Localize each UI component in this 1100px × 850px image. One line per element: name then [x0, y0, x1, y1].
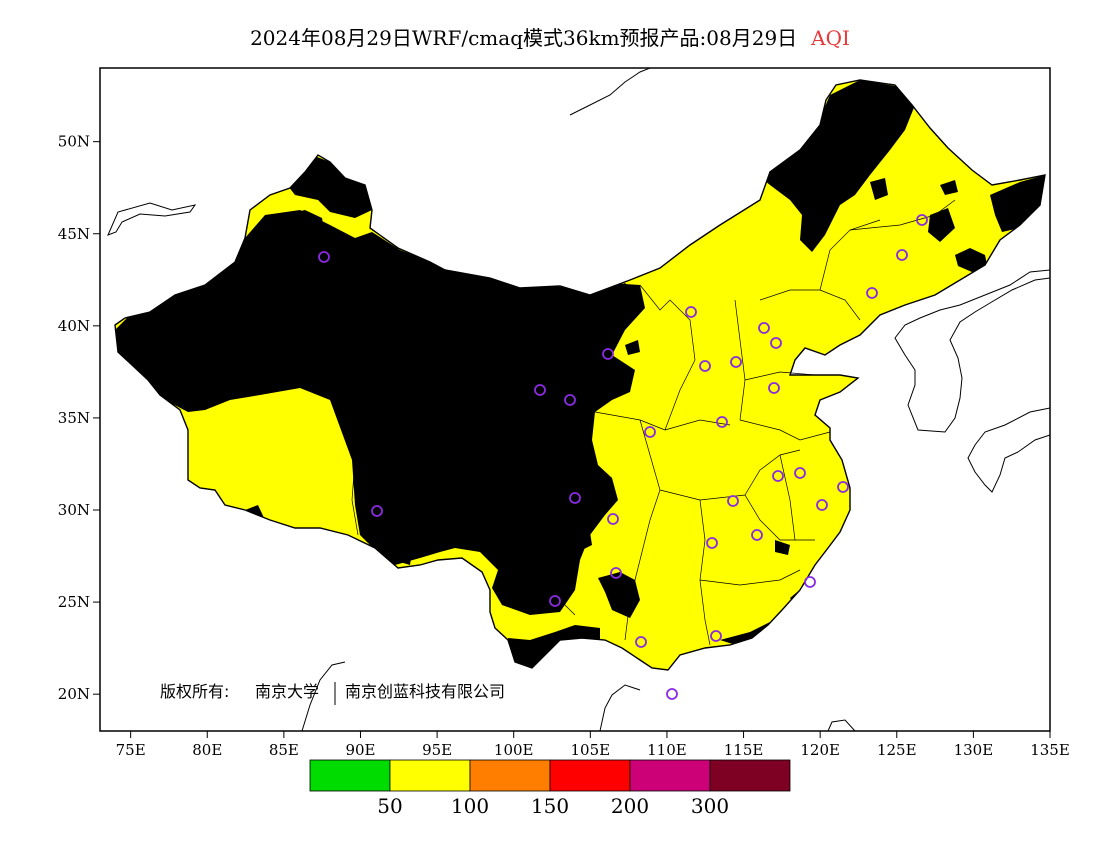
- x-tick-label: 100E: [494, 741, 534, 759]
- city-markers: [318, 214, 928, 700]
- legend-swatch: [309, 759, 391, 792]
- y-tick-label: 20N: [58, 685, 90, 703]
- y-axis: 20N 25N 30N 35N 40N 45N 50N: [58, 133, 100, 703]
- x-tick-label: 110E: [647, 741, 687, 759]
- y-tick-label: 35N: [58, 409, 90, 427]
- x-tick-label: 120E: [800, 741, 840, 759]
- legend-swatch: [469, 759, 551, 792]
- legend-label: 100: [451, 794, 489, 818]
- y-tick-label: 45N: [58, 225, 90, 243]
- legend-label: 150: [531, 794, 569, 818]
- legend-swatch: [389, 759, 471, 792]
- copyright-prefix: 版权所有:: [160, 682, 229, 701]
- province-boundaries: [114, 79, 1046, 671]
- title-variable-text: AQI: [811, 26, 850, 50]
- title-main-text: 2024年08月29日WRF/cmaq模式36km预报产品:08月29日: [250, 26, 798, 50]
- legend-swatch: [709, 759, 791, 792]
- legend-label: 300: [691, 794, 729, 818]
- x-tick-label: 115E: [724, 741, 764, 759]
- y-tick-label: 40N: [58, 317, 90, 335]
- y-tick-label: 25N: [58, 593, 90, 611]
- x-tick-label: 125E: [877, 741, 917, 759]
- x-axis: 75E 80E 85E 90E 95E 100E 105E 110E 115E 120E 125E 1…: [116, 731, 1070, 759]
- y-tick-label: 50N: [58, 133, 90, 151]
- copyright-block: 版权所有: 南京大学 南京创蓝科技有限公司: [160, 682, 505, 705]
- x-tick-label: 75E: [116, 741, 146, 759]
- copyright-org-1: 南京大学: [255, 682, 319, 701]
- x-tick-label: 130E: [954, 741, 994, 759]
- map-title: 2024年08月29日WRF/cmaq模式36km预报产品:08月29日 AQI: [0, 22, 1100, 51]
- x-tick-label: 80E: [192, 741, 222, 759]
- legend-label: 50: [377, 794, 402, 818]
- legend-label: 200: [611, 794, 649, 818]
- x-tick-label: 90E: [345, 741, 375, 759]
- aqi-legend: 50 100 150 200 300: [309, 759, 791, 818]
- neighbour-coastlines: [107, 68, 1050, 731]
- legend-swatch: [629, 759, 711, 792]
- x-tick-label: 85E: [269, 741, 299, 759]
- x-tick-label: 105E: [571, 741, 611, 759]
- x-tick-label: 95E: [422, 741, 452, 759]
- legend-swatch: [549, 759, 631, 792]
- copyright-org-2: 南京创蓝科技有限公司: [345, 682, 505, 701]
- y-tick-label: 30N: [58, 501, 90, 519]
- x-tick-label: 135E: [1030, 741, 1070, 759]
